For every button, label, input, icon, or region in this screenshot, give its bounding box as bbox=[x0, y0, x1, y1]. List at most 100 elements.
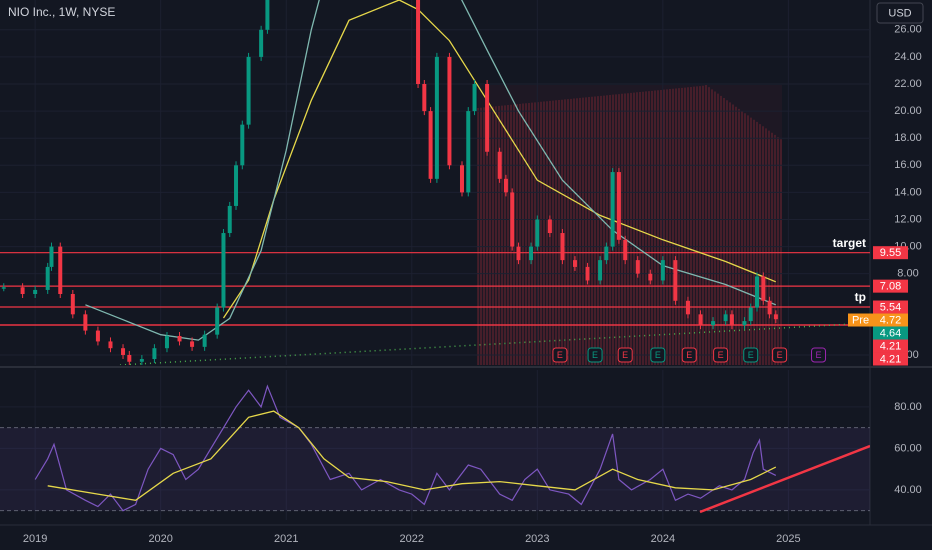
price-badge bbox=[873, 300, 908, 314]
earnings-badge bbox=[743, 347, 759, 363]
candle bbox=[729, 314, 734, 326]
earnings-label: E bbox=[816, 350, 822, 360]
x-tick-label: 2019 bbox=[23, 533, 47, 545]
candle bbox=[246, 56, 251, 125]
candle bbox=[673, 260, 678, 301]
candle bbox=[723, 314, 728, 322]
earnings-badge bbox=[811, 347, 827, 363]
y-tick-label: 20.00 bbox=[894, 105, 922, 117]
rsi-line bbox=[34, 384, 777, 512]
candle bbox=[755, 276, 760, 308]
earnings-badge bbox=[772, 347, 788, 363]
candle bbox=[510, 192, 515, 247]
price-badge-text: 4.72 bbox=[880, 314, 901, 326]
price-badge-text: 4.64 bbox=[880, 327, 901, 339]
earnings-badge bbox=[713, 347, 729, 363]
earnings-label: E bbox=[777, 350, 783, 360]
candle bbox=[660, 260, 665, 281]
y-tick-label: 60.00 bbox=[894, 442, 922, 454]
price-badge bbox=[873, 313, 908, 327]
candle bbox=[416, 0, 421, 85]
candle bbox=[598, 260, 603, 281]
moving-average bbox=[222, 0, 777, 319]
y-tick-label: 80.00 bbox=[894, 401, 922, 413]
candle bbox=[466, 111, 471, 193]
price-badge-text: 4.21 bbox=[880, 340, 901, 352]
x-tick-label: 2020 bbox=[148, 533, 172, 545]
candle bbox=[459, 165, 464, 193]
candle bbox=[428, 111, 433, 179]
price-badge-text: 7.08 bbox=[880, 281, 901, 293]
y-tick-label: 8.00 bbox=[897, 268, 918, 280]
candle bbox=[497, 151, 502, 179]
moving-average bbox=[85, 0, 777, 341]
tag-text: Pre bbox=[852, 314, 869, 326]
candle bbox=[447, 56, 452, 166]
earnings-label: E bbox=[557, 350, 563, 360]
candle bbox=[215, 307, 220, 335]
earnings-badge bbox=[552, 347, 568, 363]
candle bbox=[585, 266, 590, 281]
currency-label[interactable]: USD bbox=[888, 7, 911, 19]
y-tick-label: 22.00 bbox=[894, 78, 922, 90]
x-tick-label: 2024 bbox=[651, 533, 675, 545]
earnings-label: E bbox=[686, 350, 692, 360]
candle bbox=[616, 172, 621, 240]
candle bbox=[604, 246, 609, 261]
tag-badge bbox=[848, 313, 873, 327]
candle bbox=[164, 336, 169, 349]
y-tick-label: 12.00 bbox=[894, 213, 922, 225]
candle bbox=[234, 165, 239, 206]
price-badge bbox=[873, 352, 908, 366]
candle bbox=[127, 354, 132, 362]
candle bbox=[49, 246, 54, 267]
earnings-label: E bbox=[622, 350, 628, 360]
candle bbox=[202, 334, 207, 347]
symbol-title: NIO Inc., 1W, NYSE bbox=[8, 5, 115, 19]
candle bbox=[472, 84, 477, 112]
level-label: target bbox=[833, 236, 866, 250]
x-tick-label: 2023 bbox=[525, 533, 549, 545]
candle bbox=[572, 260, 577, 267]
candle bbox=[529, 246, 534, 261]
candle bbox=[108, 341, 113, 349]
candle bbox=[547, 219, 552, 234]
candle bbox=[70, 294, 75, 315]
earnings-label: E bbox=[718, 350, 724, 360]
candle bbox=[240, 124, 245, 166]
earnings-label: E bbox=[592, 350, 598, 360]
candle bbox=[265, 0, 270, 30]
currency-button[interactable] bbox=[876, 2, 924, 24]
y-tick-label: 40.00 bbox=[894, 484, 922, 496]
candle bbox=[422, 84, 427, 112]
x-tick-label: 2022 bbox=[400, 533, 424, 545]
y-tick-label: 18.00 bbox=[894, 132, 922, 144]
candle bbox=[152, 348, 157, 360]
candle bbox=[698, 314, 703, 326]
earnings-label: E bbox=[655, 350, 661, 360]
candle bbox=[227, 205, 232, 234]
y-tick-label: 26.00 bbox=[894, 24, 922, 36]
candle bbox=[773, 314, 778, 320]
candle bbox=[748, 307, 753, 322]
candle bbox=[767, 300, 772, 315]
trendline bbox=[119, 322, 870, 365]
candle bbox=[485, 84, 490, 152]
candle bbox=[761, 276, 766, 301]
x-tick-label: 2021 bbox=[274, 533, 298, 545]
price-badge-text: 4.21 bbox=[880, 353, 901, 365]
candle bbox=[560, 233, 565, 261]
candle bbox=[434, 56, 439, 179]
candle bbox=[95, 330, 100, 342]
candle bbox=[259, 29, 264, 57]
candle bbox=[221, 233, 226, 308]
earnings-badge bbox=[617, 347, 633, 363]
candle bbox=[610, 172, 615, 247]
y-tick-label: 24.00 bbox=[894, 51, 922, 63]
candle bbox=[45, 266, 50, 290]
candle bbox=[139, 359, 144, 362]
price-badge bbox=[873, 246, 908, 260]
candle bbox=[190, 341, 195, 347]
earnings-label: E bbox=[748, 350, 754, 360]
